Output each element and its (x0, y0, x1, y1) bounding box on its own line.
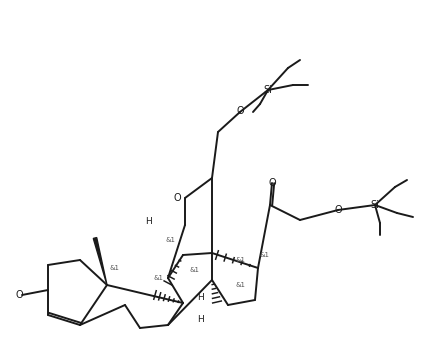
Text: H: H (145, 217, 151, 226)
Text: Si: Si (263, 85, 272, 95)
Polygon shape (93, 238, 107, 285)
Text: O: O (334, 205, 342, 215)
Text: H: H (196, 294, 203, 303)
Text: O: O (236, 106, 244, 116)
Text: &1: &1 (190, 267, 200, 273)
Text: &1: &1 (153, 275, 163, 281)
Text: H: H (196, 315, 203, 325)
Text: &1: &1 (260, 252, 270, 258)
Text: O: O (268, 178, 276, 188)
Text: Si: Si (371, 200, 379, 210)
Text: &1: &1 (110, 265, 120, 271)
Text: &1: &1 (235, 257, 245, 263)
Text: O: O (15, 290, 23, 300)
Text: &1: &1 (165, 237, 175, 243)
Text: &1: &1 (235, 282, 245, 288)
Text: O: O (173, 193, 181, 203)
